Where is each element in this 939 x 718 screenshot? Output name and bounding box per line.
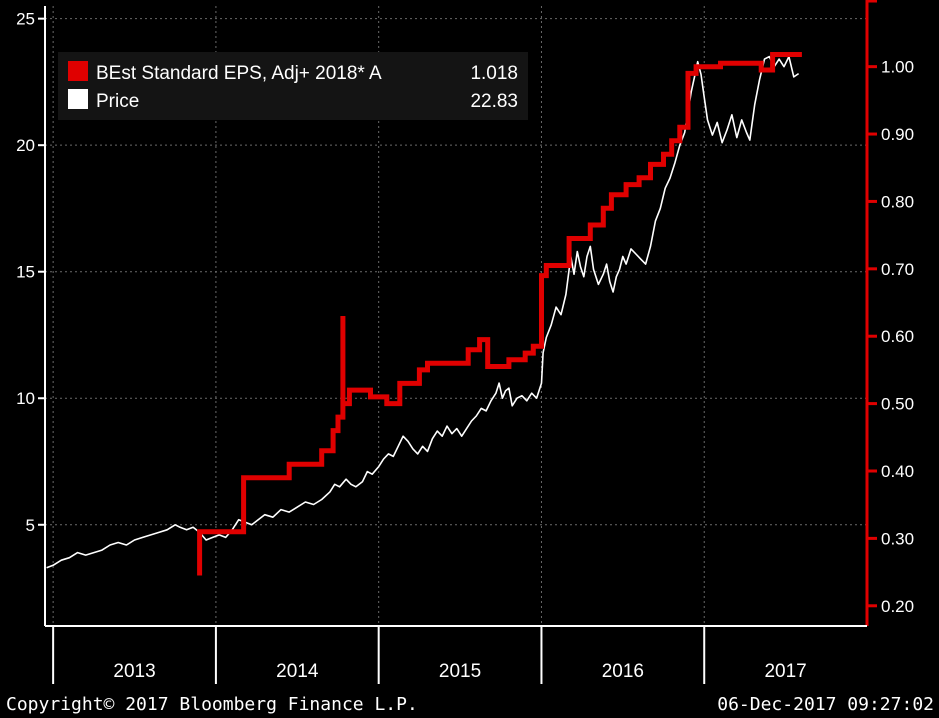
year-label: 2014 <box>276 661 319 682</box>
right-tick-label: 0.60 <box>881 327 914 346</box>
right-tick-label: 1.00 <box>881 58 914 77</box>
legend-label-eps: BEst Standard EPS, Adj+ 2018* A <box>96 63 382 84</box>
right-tick-label: 0.90 <box>881 125 914 144</box>
year-label: 2013 <box>113 661 155 682</box>
series-line-eps <box>197 52 802 576</box>
timestamp-text: 06-Dec-2017 09:27:02 <box>717 694 934 715</box>
footer: Copyright© 2017 Bloomberg Finance L.P. 0… <box>6 694 934 715</box>
year-label: 2015 <box>439 661 481 682</box>
left-tick-label: 15 <box>16 263 35 282</box>
right-tick-label: 0.50 <box>881 395 914 414</box>
legend: BEst Standard EPS, Adj+ 2018* A 1.018 Pr… <box>58 52 528 120</box>
legend-background <box>58 52 528 120</box>
legend-label-price: Price <box>96 91 139 112</box>
year-label: 2016 <box>602 661 644 682</box>
left-tick-label: 25 <box>16 10 35 29</box>
legend-swatch-eps <box>68 61 88 81</box>
legend-value-eps: 1.018 <box>470 63 518 84</box>
copyright-text: Copyright© 2017 Bloomberg Finance L.P. <box>6 694 418 715</box>
right-tick-label: 0.20 <box>881 597 914 616</box>
right-tick-label: 0.80 <box>881 192 914 211</box>
legend-value-price: 22.83 <box>470 91 518 112</box>
left-tick-label: 5 <box>26 516 35 535</box>
legend-swatch-price <box>68 89 88 109</box>
series-line-price <box>46 55 800 569</box>
right-tick-label: 0.30 <box>881 529 914 548</box>
year-label: 2017 <box>764 661 806 682</box>
axes: 5 10 15 20 25 0.20 0.30 0.40 0.50 0.60 0.70 0.80 0.9… <box>16 0 914 684</box>
left-tick-label: 10 <box>16 389 35 408</box>
right-tick-label: 0.40 <box>881 462 914 481</box>
left-tick-label: 20 <box>16 136 35 155</box>
right-tick-label: 0.70 <box>881 260 914 279</box>
plot-area <box>46 52 802 576</box>
